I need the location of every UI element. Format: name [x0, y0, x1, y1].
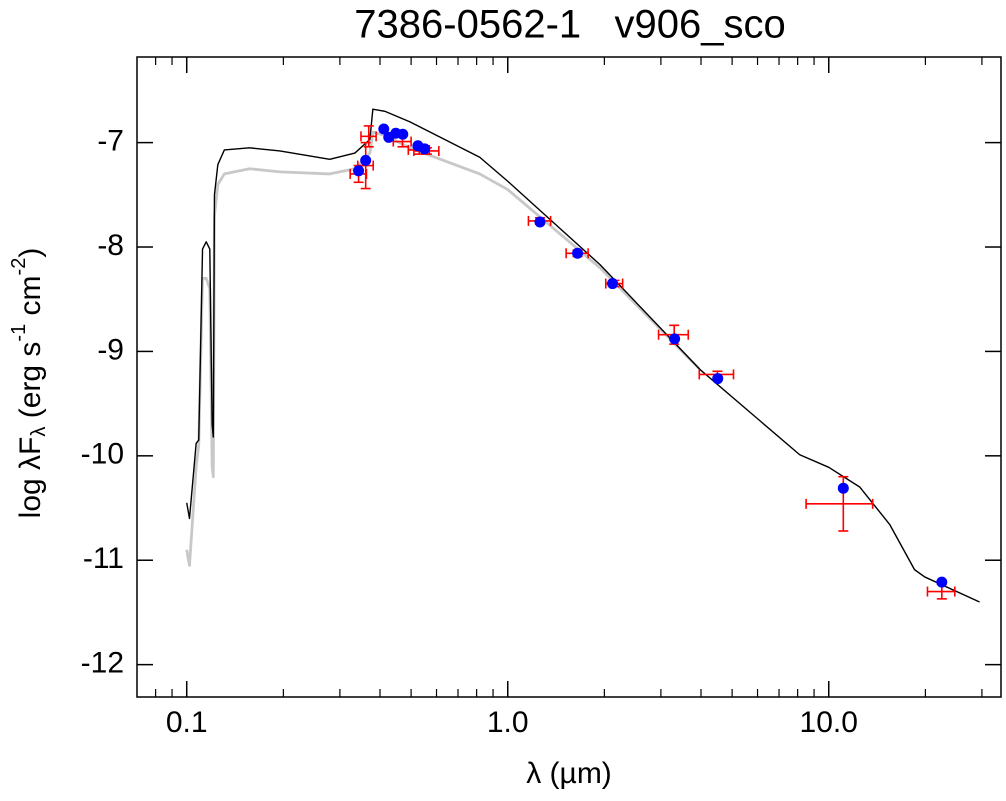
data-point	[397, 128, 409, 140]
data-point	[534, 216, 546, 228]
y-tick-label: -7	[97, 125, 124, 158]
y-label-part: log λF	[14, 437, 47, 519]
y-tick-label: -12	[81, 647, 124, 680]
x-axis-label: λ (µm)	[526, 757, 612, 790]
y-label-sup: -2	[8, 258, 30, 276]
chart-title: 7386-0562-1 v906_sco	[354, 3, 785, 47]
y-label-part: (erg s	[14, 342, 47, 427]
data-point	[572, 247, 584, 259]
data-point	[353, 165, 365, 177]
y-label-part: cm	[14, 275, 47, 323]
data-point	[936, 576, 948, 588]
model-line	[186, 108, 980, 603]
x-tick-label: 1.0	[487, 706, 529, 739]
y-label-sub: λ	[28, 427, 50, 437]
y-label-part: )	[14, 248, 47, 258]
y-tick-label: -9	[97, 333, 124, 366]
data-point	[837, 482, 849, 494]
data-point	[360, 154, 372, 166]
data-point	[378, 123, 390, 135]
data-point	[419, 143, 431, 155]
y-tick-label: -10	[81, 438, 124, 471]
y-label-sup: -1	[8, 324, 30, 342]
y-tick-label: -8	[97, 229, 124, 262]
data-point	[669, 333, 681, 345]
plot-frame	[136, 56, 1002, 698]
y-tick-label: -11	[83, 542, 124, 575]
model-line	[185, 130, 701, 567]
x-tick-label: 0.1	[166, 706, 208, 739]
y-axis-label: log λFλ (erg s-1 cm-2)	[8, 248, 50, 519]
x-tick-label: 10.0	[800, 706, 858, 739]
data-point	[607, 278, 618, 290]
data-point	[712, 373, 724, 385]
